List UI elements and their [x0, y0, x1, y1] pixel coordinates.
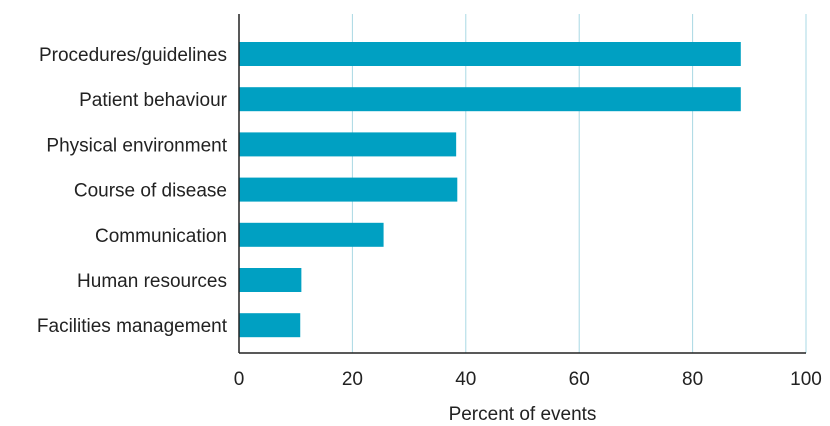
x-tick-label: 40 [455, 369, 476, 390]
category-labels: Procedures/guidelines Patient behaviour Ph… [37, 45, 228, 337]
x-tick-label: 0 [234, 369, 245, 390]
x-tick-label: 80 [682, 369, 703, 390]
bar [239, 268, 302, 292]
category-label: Physical environment [46, 135, 227, 156]
gridlines [351, 14, 807, 353]
category-label: Facilities management [37, 316, 228, 337]
bar [239, 132, 457, 157]
bar [239, 87, 741, 112]
x-tick-labels: 0 20 40 60 80 100 [234, 369, 822, 390]
bar [239, 42, 741, 66]
x-tick-label: 100 [790, 369, 822, 390]
bar [239, 177, 458, 202]
category-label: Communication [95, 226, 227, 247]
x-tick-label: 60 [569, 369, 590, 390]
x-tick-label: 20 [342, 369, 363, 390]
category-label: Patient behaviour [79, 90, 228, 111]
category-label: Course of disease [74, 181, 227, 202]
bars [239, 42, 741, 338]
bar [239, 313, 301, 338]
category-label: Procedures/guidelines [39, 45, 227, 66]
category-label: Human resources [77, 271, 227, 292]
x-axis-title: Percent of events [449, 404, 597, 425]
bar [239, 222, 384, 247]
axes [238, 14, 806, 354]
